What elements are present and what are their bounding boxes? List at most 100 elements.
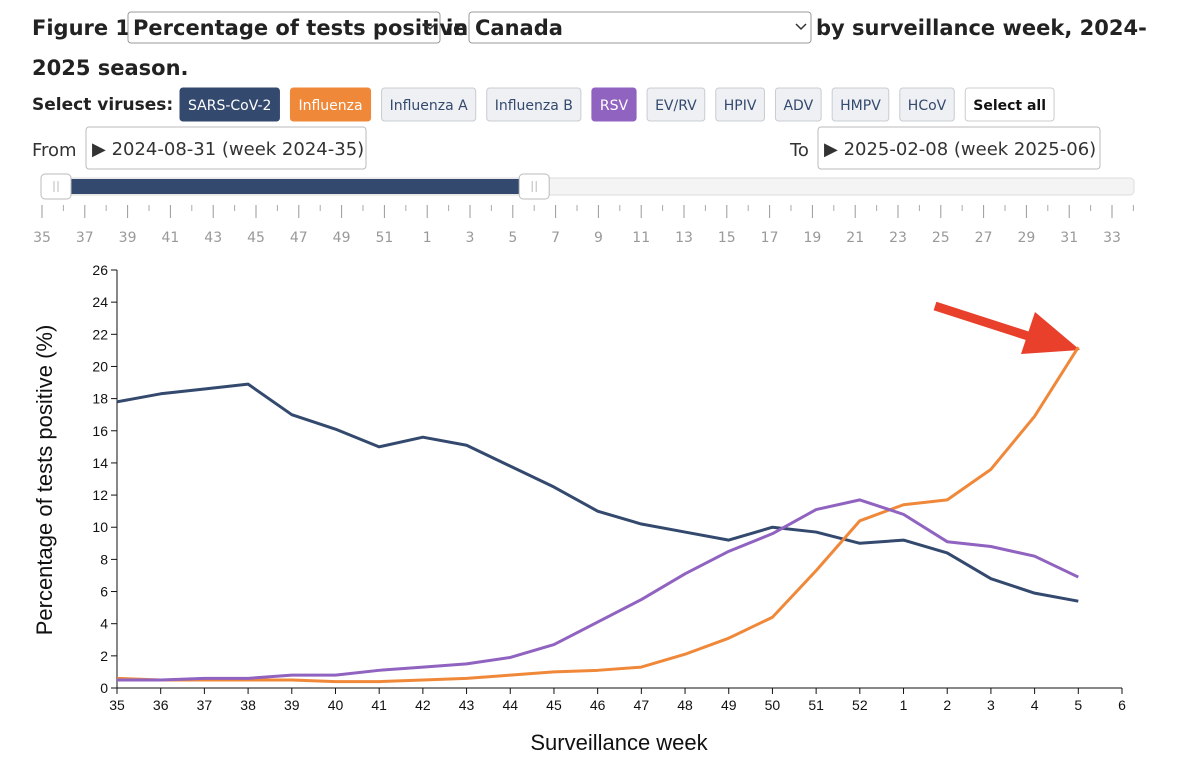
virus-button[interactable]: RSV [591,87,637,122]
x-tick-label: 2 [943,697,951,713]
to-label: To [789,140,809,161]
figure-label: Figure 1: [32,16,138,40]
button-bg [964,87,1055,122]
slider-label: 49 [333,230,351,246]
button-bg [591,87,637,122]
x-tick-label: 5 [1074,697,1082,713]
measure-value: Percentage of tests positive [133,16,467,40]
x-tick-label: 36 [153,697,169,713]
x-tick-label: 35 [109,697,125,713]
button-bg [179,87,280,122]
slider-label: 15 [718,230,736,246]
button-bg [486,87,582,122]
slider-label: 33 [1103,230,1121,246]
x-tick-label: 52 [852,697,868,713]
series-line [117,498,1079,682]
button-bg [831,87,890,122]
chevron [795,23,807,31]
slider-label: 13 [675,230,693,246]
y-tick-label: 0 [100,680,108,696]
virus-button[interactable]: HCoV [899,87,955,122]
x-tick-label: 46 [590,697,606,713]
from-label: From [32,140,77,161]
button-label: ADV [783,98,813,114]
button-bg [774,87,822,122]
annotation-arrow [933,301,1080,354]
y-tick-label: 24 [92,294,108,310]
slider-range [56,179,535,194]
slider-label: 41 [161,230,179,246]
x-tick-label: 37 [197,697,213,713]
button-label: Influenza B [495,98,573,114]
virus-button[interactable]: ADV [774,87,822,122]
button-bg [289,87,372,122]
title-joiner: in [446,16,468,40]
virus-button[interactable]: Select all [964,87,1055,122]
chevron [424,23,436,31]
button-bg [646,87,706,122]
measure-dropdown[interactable] [127,11,441,44]
virus-button[interactable]: EV/RV [646,87,706,122]
slider-label: 37 [76,230,94,246]
slider-label: 43 [204,230,222,246]
virus-button[interactable]: HPIV [715,87,765,122]
slider-label: 25 [932,230,950,246]
x-tick-label: 6 [1118,697,1126,713]
virus-button[interactable]: SARS-CoV-2 [179,87,280,122]
slider-label: 31 [1060,230,1078,246]
slider-label: 11 [632,230,650,246]
from-field[interactable] [85,126,367,170]
arrow-head [1021,312,1080,354]
y-tick-label: 14 [92,455,108,471]
y-tick-label: 18 [92,391,108,407]
slider-label: 29 [1017,230,1035,246]
virus-button[interactable]: Influenza [289,87,372,122]
y-tick-label: 8 [100,551,108,567]
x-axis-label: Surveillance week [530,730,708,755]
button-label: RSV [600,98,629,114]
y-tick-label: 6 [100,584,108,600]
button-label: HMPV [840,98,881,114]
y-tick-label: 16 [92,423,108,439]
y-tick-label: 2 [100,648,108,664]
region-value: Canada [475,16,563,40]
x-tick-label: 51 [808,697,824,713]
button-bg [899,87,955,122]
virus-button[interactable]: Influenza A [381,87,477,122]
slider-label: 27 [975,230,993,246]
from-value: ▶ 2024-08-31 (week 2024-35) [92,139,364,160]
virus-button[interactable]: Influenza B [486,87,582,122]
x-tick-label: 1 [900,697,908,713]
x-tick-label: 47 [634,697,650,713]
select-label: Select viruses: [32,95,173,115]
series-line [116,346,1080,684]
virus-button[interactable]: HMPV [831,87,890,122]
x-tick-label: 50 [765,697,781,713]
slider-handle[interactable] [518,173,550,200]
x-tick-label: 48 [677,697,693,713]
x-tick-label: 39 [284,697,300,713]
slider-handle[interactable] [40,173,72,200]
slider-label: 35 [33,230,51,246]
to-value: ▶ 2025-02-08 (week 2025-06) [824,139,1096,160]
y-tick-label: 20 [92,358,108,374]
slider-label: 45 [247,230,265,246]
x-tick-label: 3 [987,697,995,713]
x-tick-label: 45 [546,697,562,713]
slider-label: 3 [466,230,475,246]
region-dropdown[interactable] [468,11,812,44]
button-bg [715,87,765,122]
x-tick-label: 42 [415,697,431,713]
arrow-shaft [933,301,1030,341]
x-tick-label: 41 [371,697,387,713]
slider-label: 47 [290,230,308,246]
x-tick-label: 40 [328,697,344,713]
button-label: HCoV [908,98,947,114]
y-axis-label: Percentage of tests positive (%) [32,325,57,636]
series-line [116,382,1079,603]
to-field[interactable] [817,126,1101,170]
button-bg [381,87,477,122]
button-label: Influenza A [390,98,469,114]
button-label: Influenza [298,98,362,114]
